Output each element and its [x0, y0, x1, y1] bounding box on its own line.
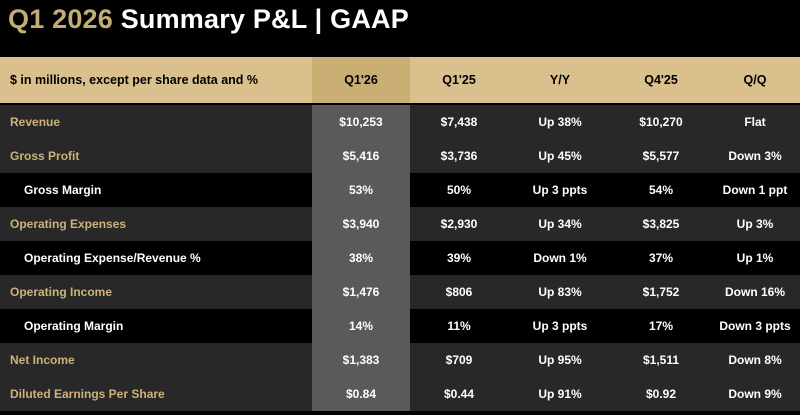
- cell-q1-26: $1,383: [312, 343, 410, 377]
- cell-q1-25: $7,438: [440, 115, 478, 129]
- cell-qq: Down 3%: [728, 149, 782, 163]
- pl-table: $ in millions, except per share data and…: [0, 57, 800, 411]
- title-period: Q1 2026: [8, 4, 113, 34]
- header-col-yy: Y/Y: [549, 73, 571, 87]
- row-label: Operating Margin: [24, 319, 124, 333]
- row-label: Gross Profit: [10, 149, 80, 163]
- cell-q1-25: 50%: [446, 183, 472, 197]
- row-label: Operating Expenses: [10, 217, 127, 231]
- cell-q1-26: 53%: [312, 173, 410, 207]
- table-header: $ in millions, except per share data and…: [0, 57, 800, 103]
- row-label: Gross Margin: [24, 183, 102, 197]
- row-label: Operating Expense/Revenue %: [24, 251, 201, 265]
- row-label: Net Income: [10, 353, 75, 367]
- cell-q1-26: 14%: [312, 309, 410, 343]
- cell-q4-25: 17%: [648, 319, 674, 333]
- cell-qq: Flat: [744, 115, 766, 129]
- header-col-q4-25: Q4'25: [644, 73, 678, 87]
- header-col-qq: Q/Q: [743, 73, 767, 87]
- cell-q1-26: $1,476: [312, 275, 410, 309]
- cell-q1-25: $2,930: [440, 217, 478, 231]
- cell-yy: Up 38%: [538, 115, 582, 129]
- row-label: Diluted Earnings Per Share: [10, 387, 165, 401]
- table-row: Operating Income $1,476 $806 Up 83% $1,7…: [0, 275, 800, 309]
- cell-yy: Up 95%: [538, 353, 582, 367]
- page-title: Q1 2026 Summary P&L | GAAP: [8, 4, 409, 35]
- cell-q4-25: $1,752: [642, 285, 680, 299]
- table-row: Diluted Earnings Per Share $0.84 $0.44 U…: [0, 377, 800, 411]
- cell-q4-25: 37%: [648, 251, 674, 265]
- cell-q1-25: $709: [445, 353, 473, 367]
- cell-q4-25: $10,270: [639, 115, 683, 129]
- cell-yy: Up 3 ppts: [532, 319, 588, 333]
- table-row: Gross Profit $5,416 $3,736 Up 45% $5,577…: [0, 139, 800, 173]
- cell-q1-25: $806: [445, 285, 473, 299]
- row-label: Revenue: [10, 115, 61, 129]
- cell-qq: Down 16%: [724, 285, 785, 299]
- cell-q1-26: $3,940: [312, 207, 410, 241]
- cell-q4-25: 54%: [648, 183, 674, 197]
- table-row: Gross Margin 53% 50% Up 3 ppts 54% Down …: [0, 173, 800, 207]
- header-col-q1-25: Q1'25: [442, 73, 476, 87]
- cell-q1-26: $10,253: [312, 105, 410, 139]
- cell-qq: Down 8%: [728, 353, 782, 367]
- row-label: Operating Income: [10, 285, 113, 299]
- table-row: Operating Margin 14% 11% Up 3 ppts 17% D…: [0, 309, 800, 343]
- cell-yy: Up 3 ppts: [532, 183, 588, 197]
- cell-qq: Down 9%: [728, 387, 782, 401]
- table-row: Revenue $10,253 $7,438 Up 38% $10,270 Fl…: [0, 105, 800, 139]
- cell-yy: Up 91%: [538, 387, 582, 401]
- cell-q1-25: $3,736: [440, 149, 478, 163]
- header-label: $ in millions, except per share data and…: [10, 73, 258, 87]
- cell-q4-25: $3,825: [642, 217, 680, 231]
- cell-qq: Up 1%: [736, 251, 774, 265]
- cell-yy: Up 34%: [538, 217, 582, 231]
- title-rest: Summary P&L | GAAP: [120, 4, 409, 34]
- cell-qq: Down 1 ppt: [722, 183, 788, 197]
- table-row: Operating Expense/Revenue % 38% 39% Down…: [0, 241, 800, 275]
- cell-q1-25: 39%: [446, 251, 472, 265]
- cell-q4-25: $5,577: [642, 149, 680, 163]
- cell-yy: Down 1%: [533, 251, 587, 265]
- table-row: Operating Expenses $3,940 $2,930 Up 34% …: [0, 207, 800, 241]
- cell-q1-25: $0.44: [443, 387, 475, 401]
- table-row: Net Income $1,383 $709 Up 95% $1,511 Dow…: [0, 343, 800, 377]
- cell-q4-25: $0.92: [645, 387, 677, 401]
- cell-q4-25: $1,511: [642, 353, 680, 367]
- cell-q1-26: 38%: [312, 241, 410, 275]
- cell-q1-25: 11%: [447, 319, 471, 333]
- header-col-q1-26: Q1'26: [312, 57, 410, 103]
- cell-qq: Up 3%: [736, 217, 774, 231]
- cell-q1-26: $0.84: [312, 377, 410, 411]
- cell-qq: Down 3 ppts: [719, 319, 791, 333]
- cell-yy: Up 45%: [538, 149, 582, 163]
- cell-q1-26: $5,416: [312, 139, 410, 173]
- cell-yy: Up 83%: [538, 285, 582, 299]
